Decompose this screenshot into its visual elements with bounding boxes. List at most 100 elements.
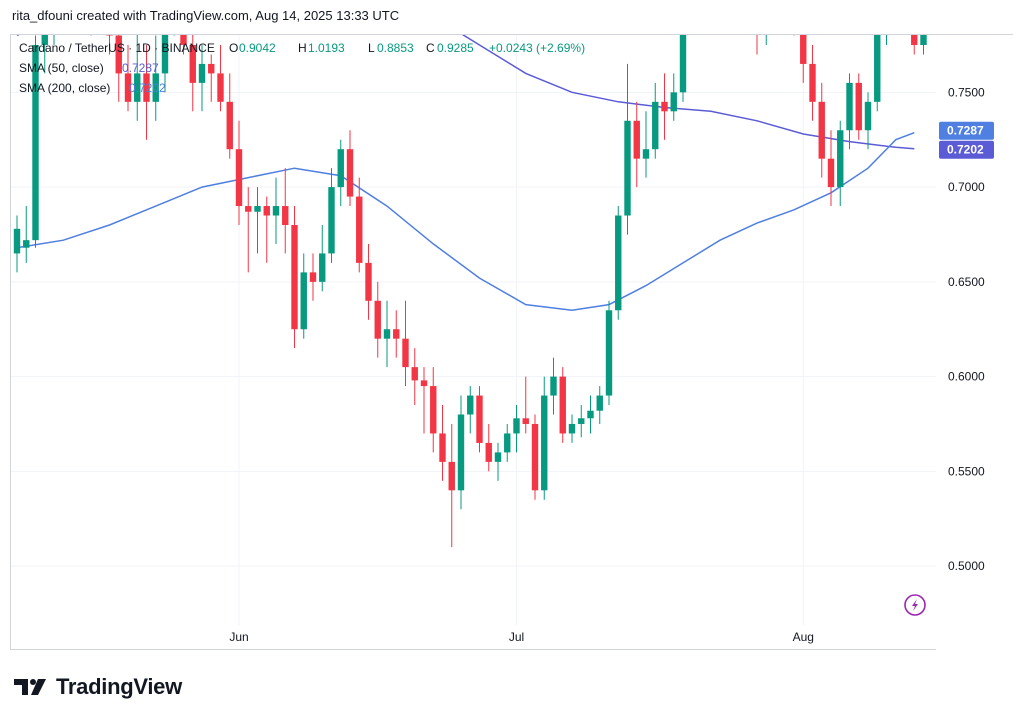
sma50-axis-badge-bg (939, 121, 994, 140)
candle[interactable] (365, 243, 372, 320)
candle[interactable] (23, 206, 30, 263)
candle[interactable] (226, 73, 233, 159)
candle[interactable] (374, 281, 381, 358)
candle[interactable] (171, 35, 177, 36)
candle[interactable] (235, 120, 243, 225)
candle[interactable] (41, 35, 48, 74)
candle[interactable] (217, 44, 224, 112)
candle[interactable] (855, 73, 862, 140)
candle[interactable] (300, 253, 307, 339)
candle[interactable] (337, 139, 344, 207)
candle-body (439, 433, 446, 462)
candle[interactable] (328, 168, 335, 263)
candle[interactable] (346, 130, 354, 207)
candle[interactable] (809, 44, 816, 121)
candle[interactable] (485, 423, 492, 472)
candle[interactable] (198, 44, 206, 112)
candle[interactable] (550, 357, 557, 415)
candle[interactable] (467, 386, 474, 434)
candle[interactable] (208, 54, 215, 102)
candle[interactable] (883, 35, 889, 45)
candle[interactable] (88, 35, 94, 36)
candle[interactable] (411, 348, 418, 406)
candle[interactable] (402, 300, 409, 387)
candle[interactable] (513, 405, 520, 453)
candle[interactable] (272, 177, 280, 244)
candle[interactable] (263, 196, 270, 263)
candle[interactable] (754, 35, 760, 55)
candle[interactable] (837, 120, 844, 207)
candle[interactable] (920, 35, 927, 55)
candle[interactable] (106, 35, 113, 55)
candle[interactable] (670, 73, 677, 121)
candle[interactable] (476, 386, 483, 453)
candle[interactable] (596, 386, 603, 424)
candle[interactable] (615, 206, 622, 320)
candle[interactable] (245, 187, 252, 273)
candle[interactable] (874, 35, 881, 112)
candle[interactable] (818, 82, 825, 178)
candle-body (13, 228, 21, 254)
candle[interactable] (457, 395, 465, 510)
candle[interactable] (32, 35, 39, 248)
candle[interactable] (568, 414, 576, 443)
price-tick-label: 0.6500 (948, 275, 985, 289)
candle[interactable] (652, 82, 659, 159)
candle[interactable] (679, 35, 687, 102)
candle[interactable] (846, 73, 853, 150)
price-axis[interactable]: 0.50000.55000.60000.65000.70000.75000.80… (873, 35, 1014, 651)
candle[interactable] (13, 215, 21, 273)
lightning-icon[interactable] (904, 594, 926, 616)
candle[interactable] (541, 376, 548, 500)
candle[interactable] (494, 442, 502, 481)
candle[interactable] (134, 35, 141, 121)
candle[interactable] (161, 35, 169, 93)
candle[interactable] (309, 253, 317, 301)
ohlc-high-value: 1.0193 (308, 41, 345, 55)
candle[interactable] (605, 300, 613, 406)
candle[interactable] (439, 405, 446, 481)
candle[interactable] (282, 168, 289, 254)
candle[interactable] (393, 310, 400, 358)
candle-body (448, 461, 455, 491)
candle[interactable] (624, 63, 631, 235)
candle[interactable] (383, 300, 391, 368)
candle[interactable] (115, 35, 122, 102)
candle[interactable] (254, 187, 261, 254)
candle[interactable] (587, 395, 594, 434)
candle[interactable] (180, 35, 187, 55)
candle[interactable] (291, 206, 298, 349)
candle[interactable] (522, 376, 529, 434)
candle[interactable] (420, 367, 428, 434)
candle[interactable] (356, 177, 363, 273)
candles-layer[interactable] (13, 35, 955, 548)
candle[interactable] (448, 423, 455, 548)
legend-sma50-label[interactable]: SMA (50, close) (19, 61, 104, 75)
candle[interactable] (559, 367, 566, 443)
time-axis[interactable]: Jun Jul Aug (229, 630, 814, 644)
candle[interactable] (143, 44, 150, 140)
candle[interactable] (124, 44, 132, 112)
candle[interactable] (633, 101, 640, 188)
footer-logo[interactable]: TradingView (14, 674, 182, 700)
candle[interactable] (189, 35, 196, 112)
price-chart[interactable]: First taregt$1 Breakout zone key resista… (11, 35, 1014, 651)
candle[interactable] (763, 35, 769, 45)
candle[interactable] (319, 225, 326, 292)
candle[interactable] (911, 35, 918, 55)
candle[interactable] (152, 35, 159, 121)
candle[interactable] (791, 35, 797, 36)
candle[interactable] (864, 92, 872, 150)
candle[interactable] (642, 111, 650, 178)
candle-body (827, 158, 835, 188)
candle[interactable] (504, 423, 511, 462)
candle[interactable] (800, 35, 807, 83)
candle[interactable] (578, 405, 585, 438)
candle[interactable] (531, 414, 539, 500)
candle[interactable] (827, 130, 835, 207)
candle[interactable] (430, 367, 437, 453)
legend-symbol[interactable]: Cardano / TetherUS · 1D · BINANCE (19, 41, 215, 55)
candle[interactable] (661, 73, 668, 140)
legend-sma200-label[interactable]: SMA (200, close) (19, 81, 110, 95)
chart-frame[interactable]: First taregt$1 Breakout zone key resista… (10, 34, 1014, 651)
